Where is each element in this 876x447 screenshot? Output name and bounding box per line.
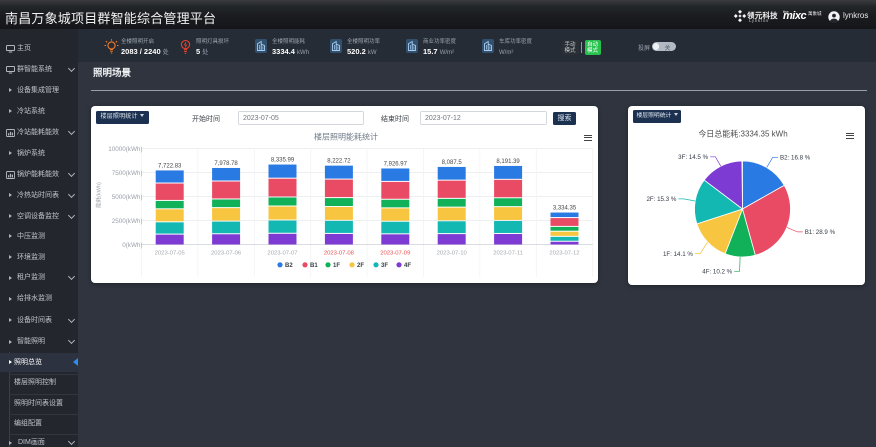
svg-text:B2: B2 [285,263,293,269]
svg-text:2023-07-07: 2023-07-07 [267,251,297,257]
svg-text:8,222.72: 8,222.72 [327,159,351,165]
svg-text:3F: 3F [381,263,388,269]
svg-text:B1: 28.9 %: B1: 28.9 % [805,229,836,236]
svg-text:3F: 14.5 %: 3F: 14.5 % [678,154,708,161]
svg-text:2023-07-06: 2023-07-06 [211,251,242,257]
svg-text:1F: 14.1 %: 1F: 14.1 % [663,251,693,258]
svg-text:8,335.99: 8,335.99 [271,158,295,164]
svg-text:5000(kWh): 5000(kWh) [112,194,143,201]
svg-text:3,334.35: 3,334.35 [553,206,577,212]
svg-text:2F: 2F [357,263,364,269]
svg-text:7500(kWh): 7500(kWh) [112,170,143,177]
svg-text:8,087.5: 8,087.5 [442,160,463,166]
svg-text:7,978.78: 7,978.78 [214,161,238,167]
svg-text:10000(kWh): 10000(kWh) [108,146,142,153]
svg-text:能耗(kWh): 能耗(kWh) [95,182,103,208]
svg-text:2023-07-12: 2023-07-12 [549,251,579,257]
svg-text:0(kWh): 0(kWh) [122,242,142,249]
svg-text:2023-07-10: 2023-07-10 [437,251,468,257]
svg-text:1F: 1F [333,263,340,269]
svg-text:4F: 4F [404,263,411,269]
svg-text:B1: B1 [310,263,318,269]
svg-text:2F: 15.3 %: 2F: 15.3 % [646,196,676,203]
svg-text:2023-07-09: 2023-07-09 [380,251,410,257]
svg-text:2023-07-05: 2023-07-05 [155,251,186,257]
svg-text:4F: 10.2 %: 4F: 10.2 % [702,269,732,276]
svg-text:B2: 16.8 %: B2: 16.8 % [780,155,811,162]
svg-text:今日总能耗:3334.35 kWh: 今日总能耗:3334.35 kWh [698,129,787,139]
svg-text:7,722.83: 7,722.83 [158,163,182,169]
svg-text:2023-07-08: 2023-07-08 [324,251,355,257]
svg-text:2023-07-11: 2023-07-11 [493,251,523,257]
svg-text:8,191.39: 8,191.39 [496,159,520,165]
svg-text:楼层照明能耗统计: 楼层照明能耗统计 [314,132,378,142]
svg-text:7,926.97: 7,926.97 [384,161,408,167]
svg-text:2500(kWh): 2500(kWh) [112,218,143,225]
